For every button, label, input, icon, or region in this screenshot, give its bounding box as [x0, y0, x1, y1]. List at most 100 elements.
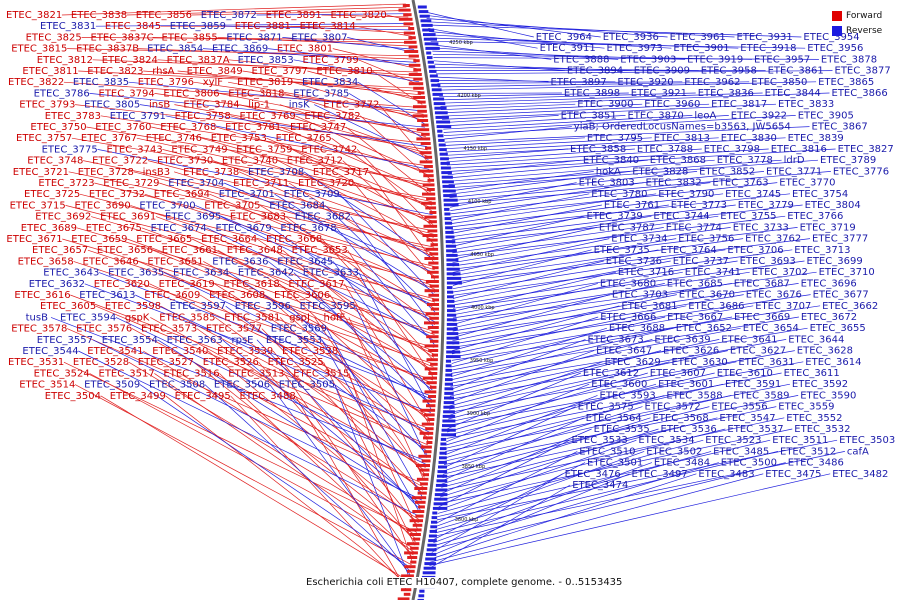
- feature-label-left: ETEC_3723: [38, 178, 94, 189]
- connector-line: [342, 160, 435, 245]
- feature-label-right: ETEC_3591: [725, 379, 781, 390]
- forward-feature-mark: [422, 234, 438, 237]
- feature-label-left: ETEC_3516: [163, 368, 219, 379]
- reverse-feature-mark: [423, 33, 436, 37]
- feature-label-left: ETEC_3531: [8, 357, 64, 368]
- feature-label-left: ETEC_3539: [217, 346, 273, 357]
- connector-line: [445, 137, 652, 150]
- legend-forward: Forward: [832, 8, 890, 23]
- feature-label-right: ETEC_3523: [705, 435, 761, 446]
- connector-line: [438, 439, 637, 511]
- reverse-feature-mark: [444, 391, 454, 395]
- forward-feature-mark: [425, 312, 439, 316]
- feature-label-left: ETEC_3619: [159, 279, 215, 290]
- connector-line: [76, 227, 435, 332]
- forward-feature-mark: [423, 413, 435, 417]
- reverse-feature-mark: [436, 120, 451, 124]
- forward-feature-mark: [429, 339, 439, 343]
- feature-label-right: ETEC_3676: [746, 290, 802, 301]
- feature-label-left: ETEC_3732: [89, 189, 145, 200]
- feature-label-right: yiaB; OrderedLocusNames=b3563, JW5654: [574, 122, 791, 133]
- connector-line: [452, 249, 726, 293]
- connector-line: [348, 93, 427, 141]
- reverse-swatch: [832, 25, 842, 36]
- feature-label-left: ETEC_3767: [81, 133, 137, 144]
- feature-label-right: ETEC_3641: [721, 334, 777, 345]
- feature-label-right: ETEC_3647: [596, 346, 652, 357]
- connector-line: [431, 44, 552, 60]
- connector-line: [441, 417, 651, 485]
- feature-label-right: ETEC_3816: [771, 144, 827, 155]
- feature-label-right: ETEC_3763: [712, 178, 768, 189]
- forward-feature-mark: [408, 63, 421, 67]
- reverse-feature-mark: [443, 401, 455, 405]
- connector-line: [50, 317, 427, 462]
- reverse-feature-mark: [444, 212, 451, 216]
- feature-label-left: ETEC_3871: [226, 32, 282, 43]
- feature-label-right: ETEC_3474: [572, 480, 628, 491]
- connector-line: [445, 383, 657, 446]
- forward-feature-mark: [429, 284, 439, 288]
- reverse-feature-mark: [442, 180, 454, 184]
- reverse-feature-mark: [419, 14, 430, 18]
- feature-label-left: ETEC_3705: [204, 200, 260, 211]
- feature-label-left: ETEC_3825: [26, 32, 82, 43]
- feature-label-left: ETEC_3514: [19, 380, 75, 391]
- feature-label-left: ETEC_3765: [276, 133, 332, 144]
- reverse-feature-mark: [423, 566, 436, 570]
- connector-line: [451, 204, 803, 244]
- feature-label-right: ETEC_3779: [738, 200, 794, 211]
- reverse-feature-mark: [440, 442, 447, 446]
- feature-label-right: ETEC_3511: [772, 435, 828, 446]
- connector-line: [451, 204, 602, 234]
- feature-label-left: ETEC_3784: [183, 100, 239, 111]
- reverse-feature-mark: [431, 83, 441, 87]
- feature-label-left: ETEC_3837B: [76, 44, 139, 55]
- connector-line: [261, 328, 423, 494]
- connector-line: [450, 182, 577, 208]
- feature-label-left: ETEC_3760: [95, 122, 151, 133]
- feature-label-right: ETEC_3961: [670, 32, 726, 43]
- feature-label-left: ETEC_3692: [35, 212, 91, 223]
- feature-labels: ETEC_3821 ETEC_3838 ETEC_3856 ETEC_3872 ETEC…: [6, 10, 895, 491]
- connector-line: [219, 373, 414, 556]
- feature-label-right: ETEC_3878: [821, 54, 877, 65]
- connector-line: [432, 462, 719, 547]
- feature-label-left: ETEC_3730: [157, 156, 213, 167]
- feature-label-left: ETEC_3527: [138, 357, 194, 368]
- feature-label-right: ETEC_3798: [704, 144, 760, 155]
- connector-line: [446, 372, 715, 436]
- forward-feature-mark: [404, 565, 416, 569]
- reverse-feature-mark: [437, 470, 448, 474]
- feature-label-left: ETEC_3594: [60, 312, 116, 323]
- feature-label-right: ETEC_3476: [565, 469, 621, 480]
- feature-label-left: ETEC_3541: [87, 346, 143, 357]
- feature-label-right: ETEC_3828: [632, 166, 688, 177]
- connector-line: [447, 159, 648, 179]
- forward-feature-mark: [414, 487, 428, 490]
- connector-line: [449, 171, 631, 195]
- forward-feature-mark: [427, 418, 435, 421]
- feature-label-left: lip-1: [248, 100, 270, 111]
- forward-feature-mark: [427, 326, 439, 329]
- feature-label-right: ETEC_3755: [720, 211, 776, 222]
- feature-label-right: ETEC_3894: [567, 66, 623, 77]
- connector-line: [79, 193, 435, 284]
- connector-line: [445, 137, 719, 153]
- reverse-feature-mark: [440, 157, 449, 161]
- feature-label-right: ETEC_3774: [666, 222, 722, 233]
- forward-feature-mark: [417, 491, 427, 495]
- connector-line: [443, 406, 576, 469]
- forward-feature-mark: [409, 519, 423, 523]
- reverse-feature-mark: [446, 263, 460, 267]
- feature-label-right: cafA: [847, 446, 869, 457]
- genome-backbone-arc: [411, 0, 445, 600]
- feature-label-right: ETEC_3736: [606, 256, 662, 267]
- reverse-feature-mark: [436, 125, 452, 129]
- feature-label-right: ETEC_3830: [721, 133, 777, 144]
- connector-line: [452, 271, 616, 312]
- feature-label-right: ETEC_3931: [737, 32, 793, 43]
- feature-label-left: ETEC_3595: [300, 301, 356, 312]
- feature-label-right: ETEC_3827: [838, 144, 894, 155]
- connector-line: [269, 384, 411, 575]
